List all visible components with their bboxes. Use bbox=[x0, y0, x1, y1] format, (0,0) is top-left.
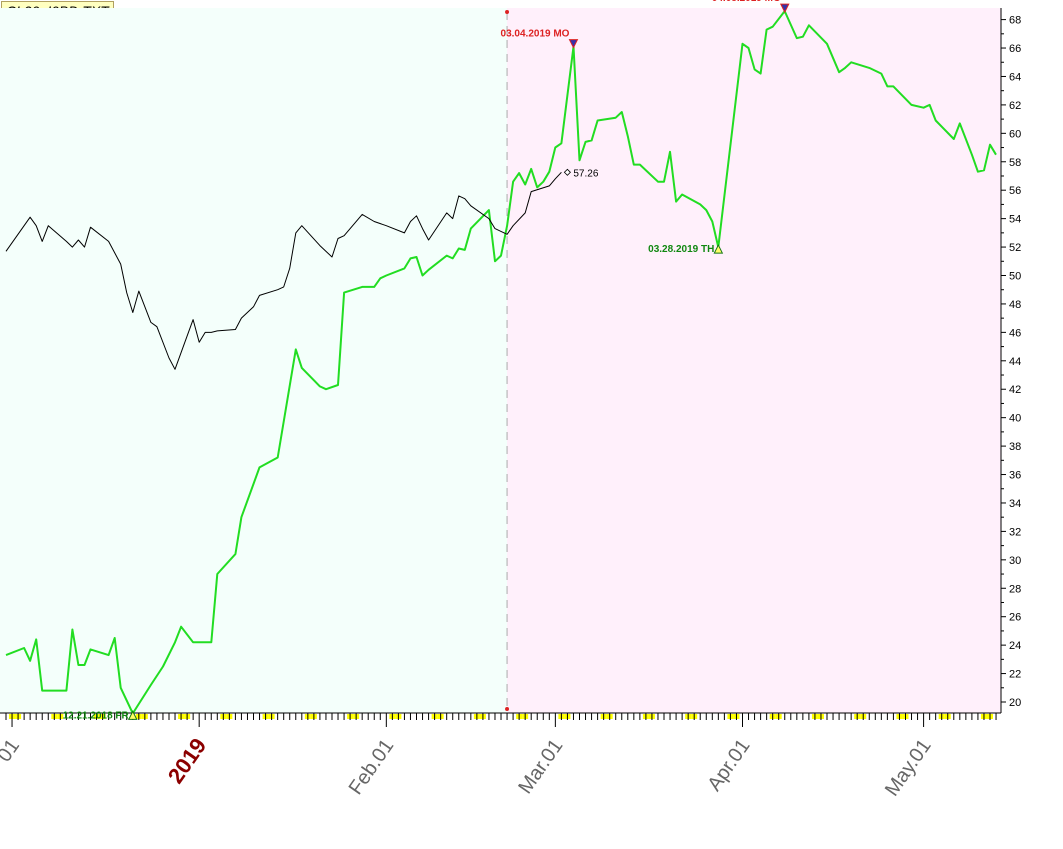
last-value-diamond bbox=[563, 168, 571, 176]
green-series-line bbox=[5, 10, 997, 715]
y-tick-label: 68 bbox=[1009, 15, 1021, 27]
series-layer: 57.26 bbox=[5, 10, 997, 715]
split-marker-bottom bbox=[505, 707, 510, 711]
y-tick-label: 56 bbox=[1009, 185, 1021, 197]
y-tick-label: 46 bbox=[1009, 327, 1021, 339]
y-tick-label: 26 bbox=[1009, 612, 1021, 624]
y-tick-label: 66 bbox=[1009, 43, 1021, 55]
peak-label: 04.08.2019 MO bbox=[712, 0, 781, 4]
trough-marker bbox=[127, 710, 138, 720]
trough-marker bbox=[713, 243, 724, 254]
peak-marker bbox=[568, 39, 579, 49]
y-tick-label: 64 bbox=[1009, 71, 1021, 83]
y-tick-label: 54 bbox=[1009, 214, 1021, 226]
y-tick-label: 20 bbox=[1009, 697, 1021, 709]
split-marker-top bbox=[505, 10, 510, 14]
x-axis-label: Apr.01 bbox=[703, 735, 754, 795]
y-tick-label: 24 bbox=[1009, 640, 1021, 652]
y-tick-label: 30 bbox=[1009, 555, 1021, 567]
y-axis: 20 22 24 26 28 30 32 34 36 38 40 42 44 46 48 50 52 54 56 58… bbox=[1000, 8, 1021, 713]
y-tick-label: 60 bbox=[1009, 128, 1021, 140]
trough-label: 03.28.2019 TH bbox=[648, 244, 714, 255]
y-tick-label: 34 bbox=[1009, 498, 1021, 510]
trough-label: 12.21.2018 FR bbox=[63, 710, 130, 721]
x-axis-label: Mar.01 bbox=[514, 735, 567, 798]
time-axis-ticks bbox=[0, 712, 1001, 727]
y-tick-label: 32 bbox=[1009, 526, 1021, 538]
y-tick-label: 22 bbox=[1009, 669, 1021, 681]
y-tick-label: 58 bbox=[1009, 157, 1021, 169]
y-tick-label: 36 bbox=[1009, 470, 1021, 482]
peak-label: 03.04.2019 MO bbox=[501, 29, 570, 40]
annotation-layer: 03.04.2019 MO 04.08.2019 MO 12.21.2018 FR 0… bbox=[63, 0, 790, 721]
x-axis-label: May.01 bbox=[881, 735, 936, 800]
y-tick-label: 62 bbox=[1009, 100, 1021, 112]
peak-marker bbox=[779, 3, 790, 14]
y-tick-label: 48 bbox=[1009, 299, 1021, 311]
x-axis-label: Feb.01 bbox=[345, 735, 399, 799]
x-axis-label: 2019 bbox=[163, 734, 212, 788]
x-axis-labels: 01 2019 Feb.01 Mar.01 Apr.01 May.01 bbox=[0, 734, 936, 801]
x-axis-label: 01 bbox=[0, 735, 24, 766]
black-series-line bbox=[5, 171, 562, 370]
forecast-background bbox=[507, 8, 1001, 713]
y-tick-label: 40 bbox=[1009, 413, 1021, 425]
y-tick-label: 28 bbox=[1009, 583, 1021, 595]
y-tick-label: 52 bbox=[1009, 242, 1021, 254]
history-background bbox=[0, 8, 508, 713]
y-tick-label: 44 bbox=[1009, 356, 1021, 368]
y-tick-label: 50 bbox=[1009, 271, 1021, 283]
last-value-label: 57.26 bbox=[573, 168, 598, 179]
y-tick-label: 38 bbox=[1009, 441, 1021, 453]
y-tick-label: 42 bbox=[1009, 384, 1021, 396]
